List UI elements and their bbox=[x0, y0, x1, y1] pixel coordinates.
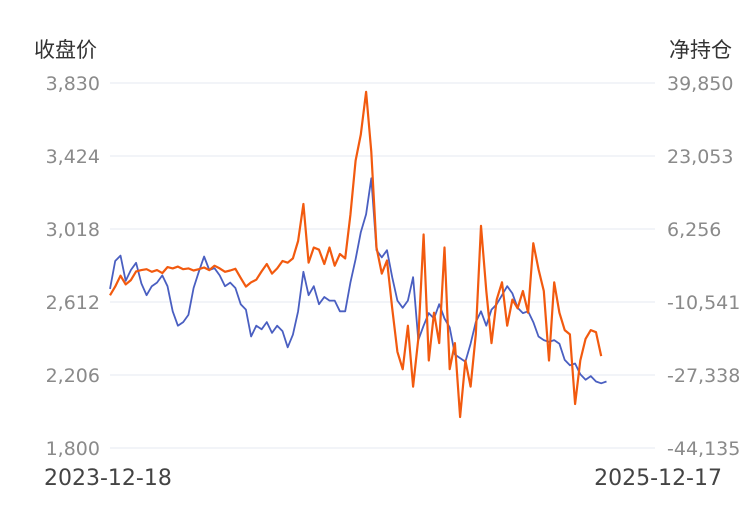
right-axis-tick-label: 23,053 bbox=[667, 146, 733, 168]
right-axis-tick-label: 6,256 bbox=[667, 219, 721, 241]
net-position-line bbox=[109, 90, 603, 419]
left-axis-tick-label: 1,800 bbox=[46, 438, 100, 460]
left-axis-tick-label: 3,424 bbox=[46, 146, 100, 168]
left-axis-tick-label: 2,206 bbox=[46, 365, 100, 387]
right-axis-title: 净持仓 bbox=[669, 38, 732, 62]
right-axis-tick-label: -27,338 bbox=[667, 365, 740, 387]
left-axis-tick-label: 2,612 bbox=[46, 292, 100, 314]
left-axis-tick-label: 3,830 bbox=[46, 73, 100, 95]
left-axis-tick-label: 3,018 bbox=[46, 219, 100, 241]
x-axis-end-date: 2025-12-17 bbox=[594, 466, 722, 491]
left-axis-title: 收盘价 bbox=[34, 38, 97, 62]
right-axis-tick-label: -44,135 bbox=[667, 438, 740, 460]
right-axis-tick-label: -10,541 bbox=[667, 292, 740, 314]
x-axis-start-date: 2023-12-18 bbox=[44, 466, 172, 491]
right-axis-tick-label: 39,850 bbox=[667, 73, 733, 95]
closing-price-line bbox=[109, 177, 607, 385]
